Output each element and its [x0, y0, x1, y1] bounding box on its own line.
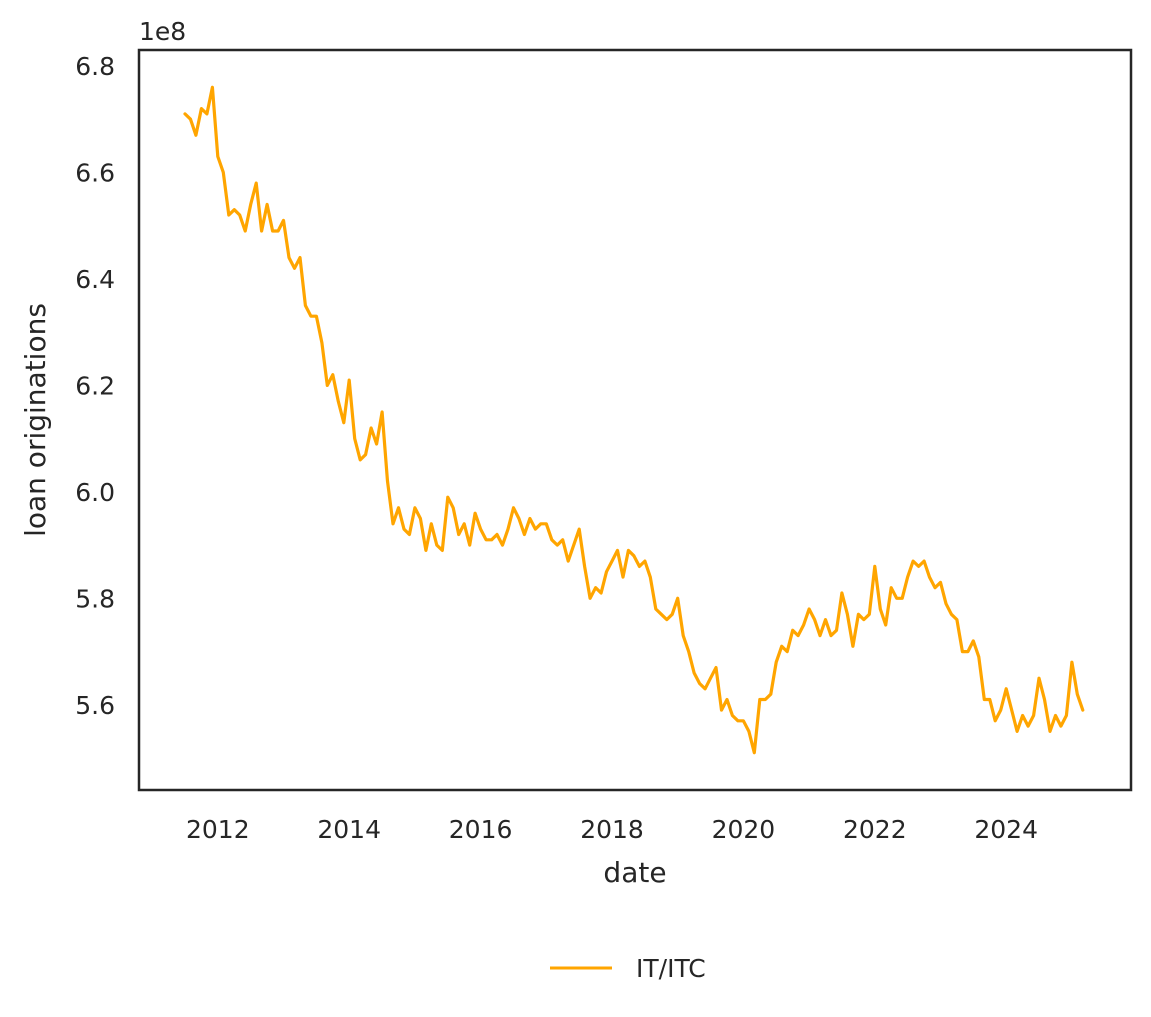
y-tick-label: 6.2 — [75, 371, 115, 400]
x-tick-label: 2024 — [974, 815, 1038, 844]
x-tick-label: 2020 — [712, 815, 776, 844]
y-offset-label: 1e8 — [139, 17, 186, 46]
y-tick-label: 6.6 — [75, 158, 115, 187]
plot-area — [139, 50, 1131, 790]
x-tick-label: 2016 — [449, 815, 513, 844]
y-tick-label: 5.6 — [75, 691, 115, 720]
series-line-0 — [183, 85, 1085, 755]
series-layer — [183, 85, 1085, 755]
x-axis-title: date — [603, 856, 666, 889]
y-axis-ticks: 5.6 5.8 6.0 6.2 6.4 6.6 6.8 — [75, 52, 115, 720]
x-axis-ticks: 2012 2014 2016 2018 2020 2022 2024 — [186, 815, 1038, 844]
x-tick-label: 2022 — [843, 815, 907, 844]
legend-label: IT/ITC — [636, 954, 706, 983]
x-tick-label: 2018 — [580, 815, 644, 844]
x-tick-label: 2014 — [317, 815, 381, 844]
y-tick-label: 6.0 — [75, 478, 115, 507]
plot-frame — [137, 48, 1133, 792]
legend: IT/ITC — [550, 954, 706, 983]
x-tick-label: 2012 — [186, 815, 250, 844]
y-tick-label: 6.8 — [75, 52, 115, 81]
y-axis-title: loan originations — [19, 303, 52, 537]
y-tick-label: 6.4 — [75, 265, 115, 294]
y-tick-label: 5.8 — [75, 584, 115, 613]
